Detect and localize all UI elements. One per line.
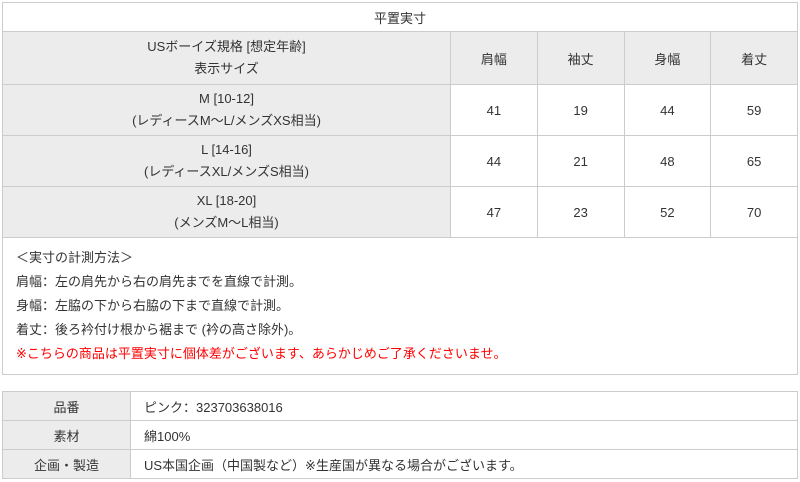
size-row-label: M [10-12] (レディースM～L/メンズXS相当) xyxy=(2,84,451,136)
size-equivalent: (メンズM～L相当) xyxy=(174,215,279,230)
column-header-garment-length: 着丈 xyxy=(710,31,798,85)
size-label-header-line1: USボーイズ規格 [想定年齢] xyxy=(147,39,306,54)
sleeve-length-value: 21 xyxy=(536,135,625,187)
product-number-label: 品番 xyxy=(2,391,131,421)
manufacturing-value: US本国企画（中国製など）※生産国が異なる場合がございます。 xyxy=(130,449,798,479)
size-row-label: L [14-16] (レディースXL/メンズS相当) xyxy=(2,135,451,187)
table-row: 平置実寸 xyxy=(2,2,798,32)
sleeve-length-value: 23 xyxy=(536,186,625,238)
table-row-size-m: M [10-12] (レディースM～L/メンズXS相当) 41 19 44 59 xyxy=(2,84,798,136)
note-shoulder-width: 肩幅：左の肩先から右の肩先までを直線で計測。 xyxy=(16,274,303,289)
column-header-shoulder-width: 肩幅 xyxy=(450,31,538,85)
size-name: XL [18-20] xyxy=(196,193,257,208)
body-width-value: 44 xyxy=(623,84,712,136)
size-equivalent: (レディースM～L/メンズXS相当) xyxy=(132,113,321,128)
garment-length-value: 59 xyxy=(710,84,798,136)
individual-variation-warning: ※こちらの商品は平置実寸に個体差がございます、あらかじめご了承くださいませ。 xyxy=(16,346,507,361)
size-name: M [10-12] xyxy=(199,91,254,106)
product-info-table: 品番 ピンク：323703638016 素材 綿100% 企画・製造 US本国企… xyxy=(2,391,798,479)
manufacturing-label: 企画・製造 xyxy=(2,449,131,479)
note-body-width: 身幅：左脇の下から右脇の下まで直線で計測。 xyxy=(16,298,290,313)
body-width-value: 52 xyxy=(623,186,712,238)
shoulder-width-value: 41 xyxy=(450,84,538,136)
shoulder-width-value: 44 xyxy=(450,135,538,187)
material-label: 素材 xyxy=(2,420,131,450)
sleeve-length-value: 19 xyxy=(536,84,625,136)
table-row-notes: ＜実寸の計測方法＞ 肩幅：左の肩先から右の肩先までを直線で計測。 身幅：左脇の下… xyxy=(2,237,798,375)
body-width-value: 48 xyxy=(623,135,712,187)
garment-length-value: 65 xyxy=(710,135,798,187)
table-row-size-xl: XL [18-20] (メンズM～L相当) 47 23 52 70 xyxy=(2,186,798,238)
note-garment-length: 着丈：後ろ衿付け根から裾まで (衿の高さ除外)。 xyxy=(16,322,302,337)
table-row-size-l: L [14-16] (レディースXL/メンズS相当) 44 21 48 65 xyxy=(2,135,798,187)
size-row-label: XL [18-20] (メンズM～L相当) xyxy=(2,186,451,238)
table-row-manufacturing: 企画・製造 US本国企画（中国製など）※生産国が異なる場合がございます。 xyxy=(2,449,798,479)
size-label-header-line2: 表示サイズ xyxy=(194,61,259,76)
column-header-sleeve-length: 袖丈 xyxy=(536,31,625,85)
shoulder-width-value: 47 xyxy=(450,186,538,238)
column-header-body-width: 身幅 xyxy=(623,31,712,85)
size-table: 平置実寸 USボーイズ規格 [想定年齢] 表示サイズ 肩幅 袖丈 身幅 着丈 M… xyxy=(2,2,798,375)
size-equivalent: (レディースXL/メンズS相当) xyxy=(143,164,310,179)
size-name: L [14-16] xyxy=(201,142,252,157)
size-table-title: 平置実寸 xyxy=(2,2,798,32)
notes-heading: ＜実寸の計測方法＞ xyxy=(16,250,134,265)
garment-length-value: 70 xyxy=(710,186,798,238)
size-label-header: USボーイズ規格 [想定年齢] 表示サイズ xyxy=(2,31,451,85)
table-row-material: 素材 綿100% xyxy=(2,420,798,450)
product-number-value: ピンク：323703638016 xyxy=(130,391,798,421)
table-header-row: USボーイズ規格 [想定年齢] 表示サイズ 肩幅 袖丈 身幅 着丈 xyxy=(2,31,798,85)
material-value: 綿100% xyxy=(130,420,798,450)
table-row-product-number: 品番 ピンク：323703638016 xyxy=(2,391,798,421)
measurement-notes: ＜実寸の計測方法＞ 肩幅：左の肩先から右の肩先までを直線で計測。 身幅：左脇の下… xyxy=(2,237,798,375)
